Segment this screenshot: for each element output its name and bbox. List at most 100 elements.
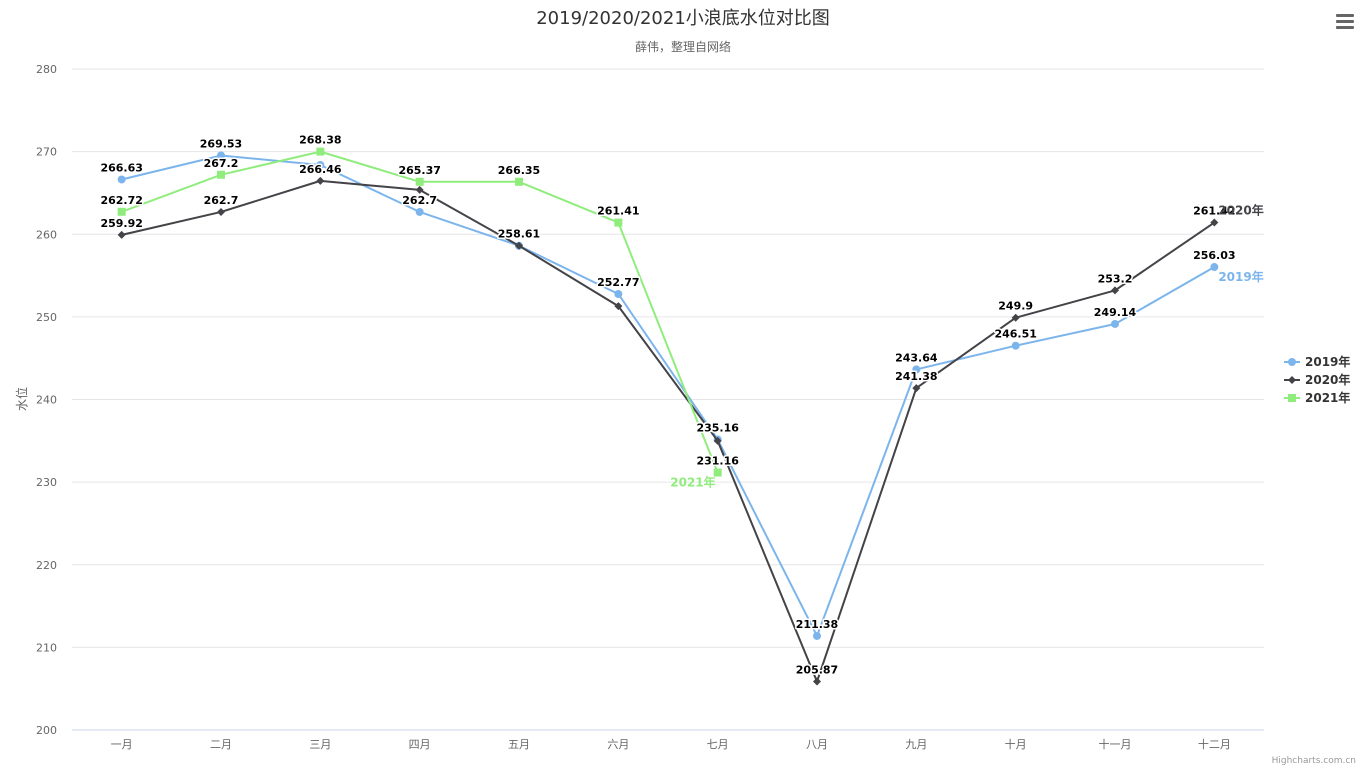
data-label: 253.2 bbox=[1098, 272, 1133, 285]
data-label: 246.51 bbox=[994, 328, 1036, 341]
x-tick-label: 四月 bbox=[409, 738, 431, 751]
data-point[interactable] bbox=[912, 365, 921, 374]
data-label: 261.41 bbox=[597, 205, 639, 218]
series-1 bbox=[117, 176, 1219, 686]
data-point[interactable] bbox=[1210, 218, 1219, 227]
data-label: 256.03 bbox=[1193, 249, 1235, 262]
data-point[interactable] bbox=[713, 468, 722, 477]
data-point[interactable] bbox=[614, 218, 623, 227]
y-tick-label: 270 bbox=[36, 146, 57, 159]
data-point[interactable] bbox=[415, 185, 424, 194]
y-axis-ticks: 200 210 220 230 240 250 260 270 280 bbox=[36, 63, 57, 737]
series-line[interactable] bbox=[121, 179, 1215, 683]
data-label: 262.72 bbox=[100, 194, 142, 207]
y-axis-title: 水位 bbox=[14, 387, 29, 411]
legend-item[interactable]: 2019年 bbox=[1284, 354, 1350, 369]
legend-marker[interactable] bbox=[1288, 394, 1296, 402]
legend-marker[interactable] bbox=[1288, 376, 1296, 384]
data-label: 266.46 bbox=[299, 163, 342, 176]
data-point[interactable] bbox=[316, 147, 325, 156]
data-label: 249.9 bbox=[998, 300, 1033, 313]
data-point[interactable] bbox=[217, 207, 225, 216]
x-tick-label: 八月 bbox=[806, 738, 828, 751]
data-point[interactable] bbox=[217, 170, 225, 179]
data-label: 243.64 bbox=[895, 351, 938, 364]
data-label: 261.42 bbox=[1193, 205, 1235, 218]
chart-subtitle: 薛伟，整理自网络 bbox=[635, 39, 731, 54]
data-label: 211.38 bbox=[796, 618, 838, 631]
data-point[interactable] bbox=[515, 177, 523, 186]
data-label: 266.35 bbox=[498, 164, 540, 177]
x-tick-label: 三月 bbox=[309, 738, 331, 751]
y-tick-label: 250 bbox=[36, 311, 57, 324]
data-label: 269.53 bbox=[200, 138, 242, 151]
legend-item[interactable]: 2021年 bbox=[1284, 390, 1350, 405]
chart-title: 2019/2020/2021小浪底水位对比图 bbox=[536, 8, 830, 29]
data-label: 268.38 bbox=[299, 134, 341, 147]
series-0 bbox=[117, 151, 1219, 640]
x-tick-label: 七月 bbox=[707, 738, 729, 751]
data-point[interactable] bbox=[415, 177, 424, 186]
data-point[interactable] bbox=[614, 302, 623, 311]
series-2 bbox=[117, 147, 722, 477]
y-tick-label: 260 bbox=[36, 228, 57, 241]
legend-label: 2020年 bbox=[1305, 372, 1350, 387]
data-label: 266.63 bbox=[100, 161, 142, 174]
x-tick-label: 九月 bbox=[905, 738, 927, 751]
legend-label: 2019年 bbox=[1305, 354, 1350, 369]
data-point[interactable] bbox=[117, 175, 126, 184]
y-tick-label: 240 bbox=[36, 394, 57, 407]
data-label: 259.92 bbox=[100, 217, 142, 230]
data-point[interactable] bbox=[117, 207, 126, 216]
data-label: 235.16 bbox=[696, 421, 739, 434]
data-label: 262.7 bbox=[402, 194, 437, 207]
x-tick-label: 一月 bbox=[111, 738, 133, 751]
data-point[interactable] bbox=[316, 176, 325, 185]
series-line[interactable] bbox=[121, 154, 1215, 637]
legend-label: 2021年 bbox=[1305, 390, 1350, 405]
data-point[interactable] bbox=[217, 151, 225, 160]
x-tick-label: 十二月 bbox=[1198, 737, 1231, 751]
y-tick-label: 210 bbox=[36, 641, 57, 654]
data-point[interactable] bbox=[117, 230, 126, 239]
x-tick-label: 六月 bbox=[607, 738, 629, 751]
data-point[interactable] bbox=[813, 677, 821, 686]
series-end-label: 2020年 bbox=[1218, 203, 1263, 218]
x-axis-ticks: 一月 二月 三月 四月 五月 六月 七月 八月 九月 十月 十一月 十二月 bbox=[111, 737, 1231, 751]
data-point[interactable] bbox=[1011, 341, 1020, 350]
hamburger-menu-icon[interactable] bbox=[1336, 14, 1354, 29]
data-label: 205.87 bbox=[796, 663, 838, 676]
legend-marker[interactable] bbox=[1288, 358, 1296, 366]
x-tick-label: 十月 bbox=[1005, 737, 1027, 751]
data-point[interactable] bbox=[316, 161, 325, 170]
data-label: 241.38 bbox=[895, 370, 937, 383]
y-tick-label: 280 bbox=[36, 63, 57, 76]
data-point[interactable] bbox=[713, 436, 722, 445]
data-label: 249.14 bbox=[1094, 306, 1137, 319]
data-point[interactable] bbox=[614, 289, 623, 298]
data-label: 231.16 bbox=[696, 455, 739, 468]
gridlines bbox=[72, 68, 1264, 731]
data-point[interactable] bbox=[813, 631, 821, 640]
data-label: 267.2 bbox=[204, 157, 239, 170]
credits-link[interactable]: Highcharts.com.cn bbox=[1272, 756, 1356, 766]
data-point[interactable] bbox=[515, 241, 523, 250]
series-layer bbox=[117, 147, 1219, 686]
data-point[interactable] bbox=[912, 384, 921, 393]
data-point[interactable] bbox=[415, 207, 424, 216]
data-point[interactable] bbox=[1011, 313, 1020, 322]
data-label: 252.77 bbox=[597, 276, 639, 289]
data-point[interactable] bbox=[1210, 263, 1219, 272]
x-tick-label: 十一月 bbox=[1099, 737, 1132, 751]
series-end-label: 2019年 bbox=[1218, 269, 1263, 284]
data-labels: 266.63 269.53 262.7 258.61 252.77 235.16 211.3… bbox=[99, 132, 1264, 678]
data-point[interactable] bbox=[1111, 319, 1119, 328]
data-label: 265.37 bbox=[398, 164, 440, 177]
legend-item[interactable]: 2020年 bbox=[1284, 372, 1350, 387]
data-point[interactable] bbox=[1111, 286, 1119, 295]
x-tick-label: 五月 bbox=[508, 738, 530, 751]
y-tick-label: 200 bbox=[36, 724, 57, 737]
y-tick-label: 230 bbox=[36, 476, 57, 489]
x-tick-label: 二月 bbox=[210, 738, 232, 751]
